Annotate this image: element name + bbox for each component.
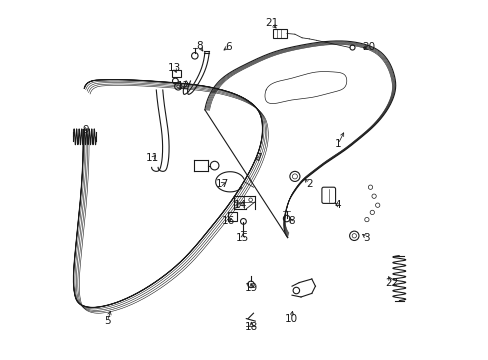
Text: 7: 7 [255, 153, 262, 163]
Text: 12: 12 [176, 81, 189, 91]
Text: 20: 20 [362, 42, 374, 52]
Text: 6: 6 [224, 42, 231, 52]
Text: 1: 1 [334, 139, 341, 149]
Text: 11: 11 [146, 153, 159, 163]
Text: 19: 19 [244, 283, 258, 293]
Text: 10: 10 [284, 314, 297, 324]
Text: 13: 13 [167, 63, 181, 73]
Text: 17: 17 [216, 179, 229, 189]
Text: 4: 4 [334, 200, 341, 210]
Text: 15: 15 [236, 233, 249, 243]
Text: 21: 21 [264, 18, 278, 28]
Text: 8: 8 [196, 41, 203, 51]
Text: 22: 22 [385, 278, 398, 288]
Text: 2: 2 [305, 179, 312, 189]
Text: 14: 14 [234, 200, 247, 210]
Bar [172, 70, 181, 77]
Text: 5: 5 [104, 316, 111, 326]
Text: 9: 9 [82, 125, 88, 135]
Text: 8: 8 [287, 216, 294, 226]
Text: 3: 3 [363, 233, 369, 243]
Text: 16: 16 [221, 216, 234, 226]
Text: 18: 18 [244, 322, 258, 332]
Bar [273, 29, 286, 38]
